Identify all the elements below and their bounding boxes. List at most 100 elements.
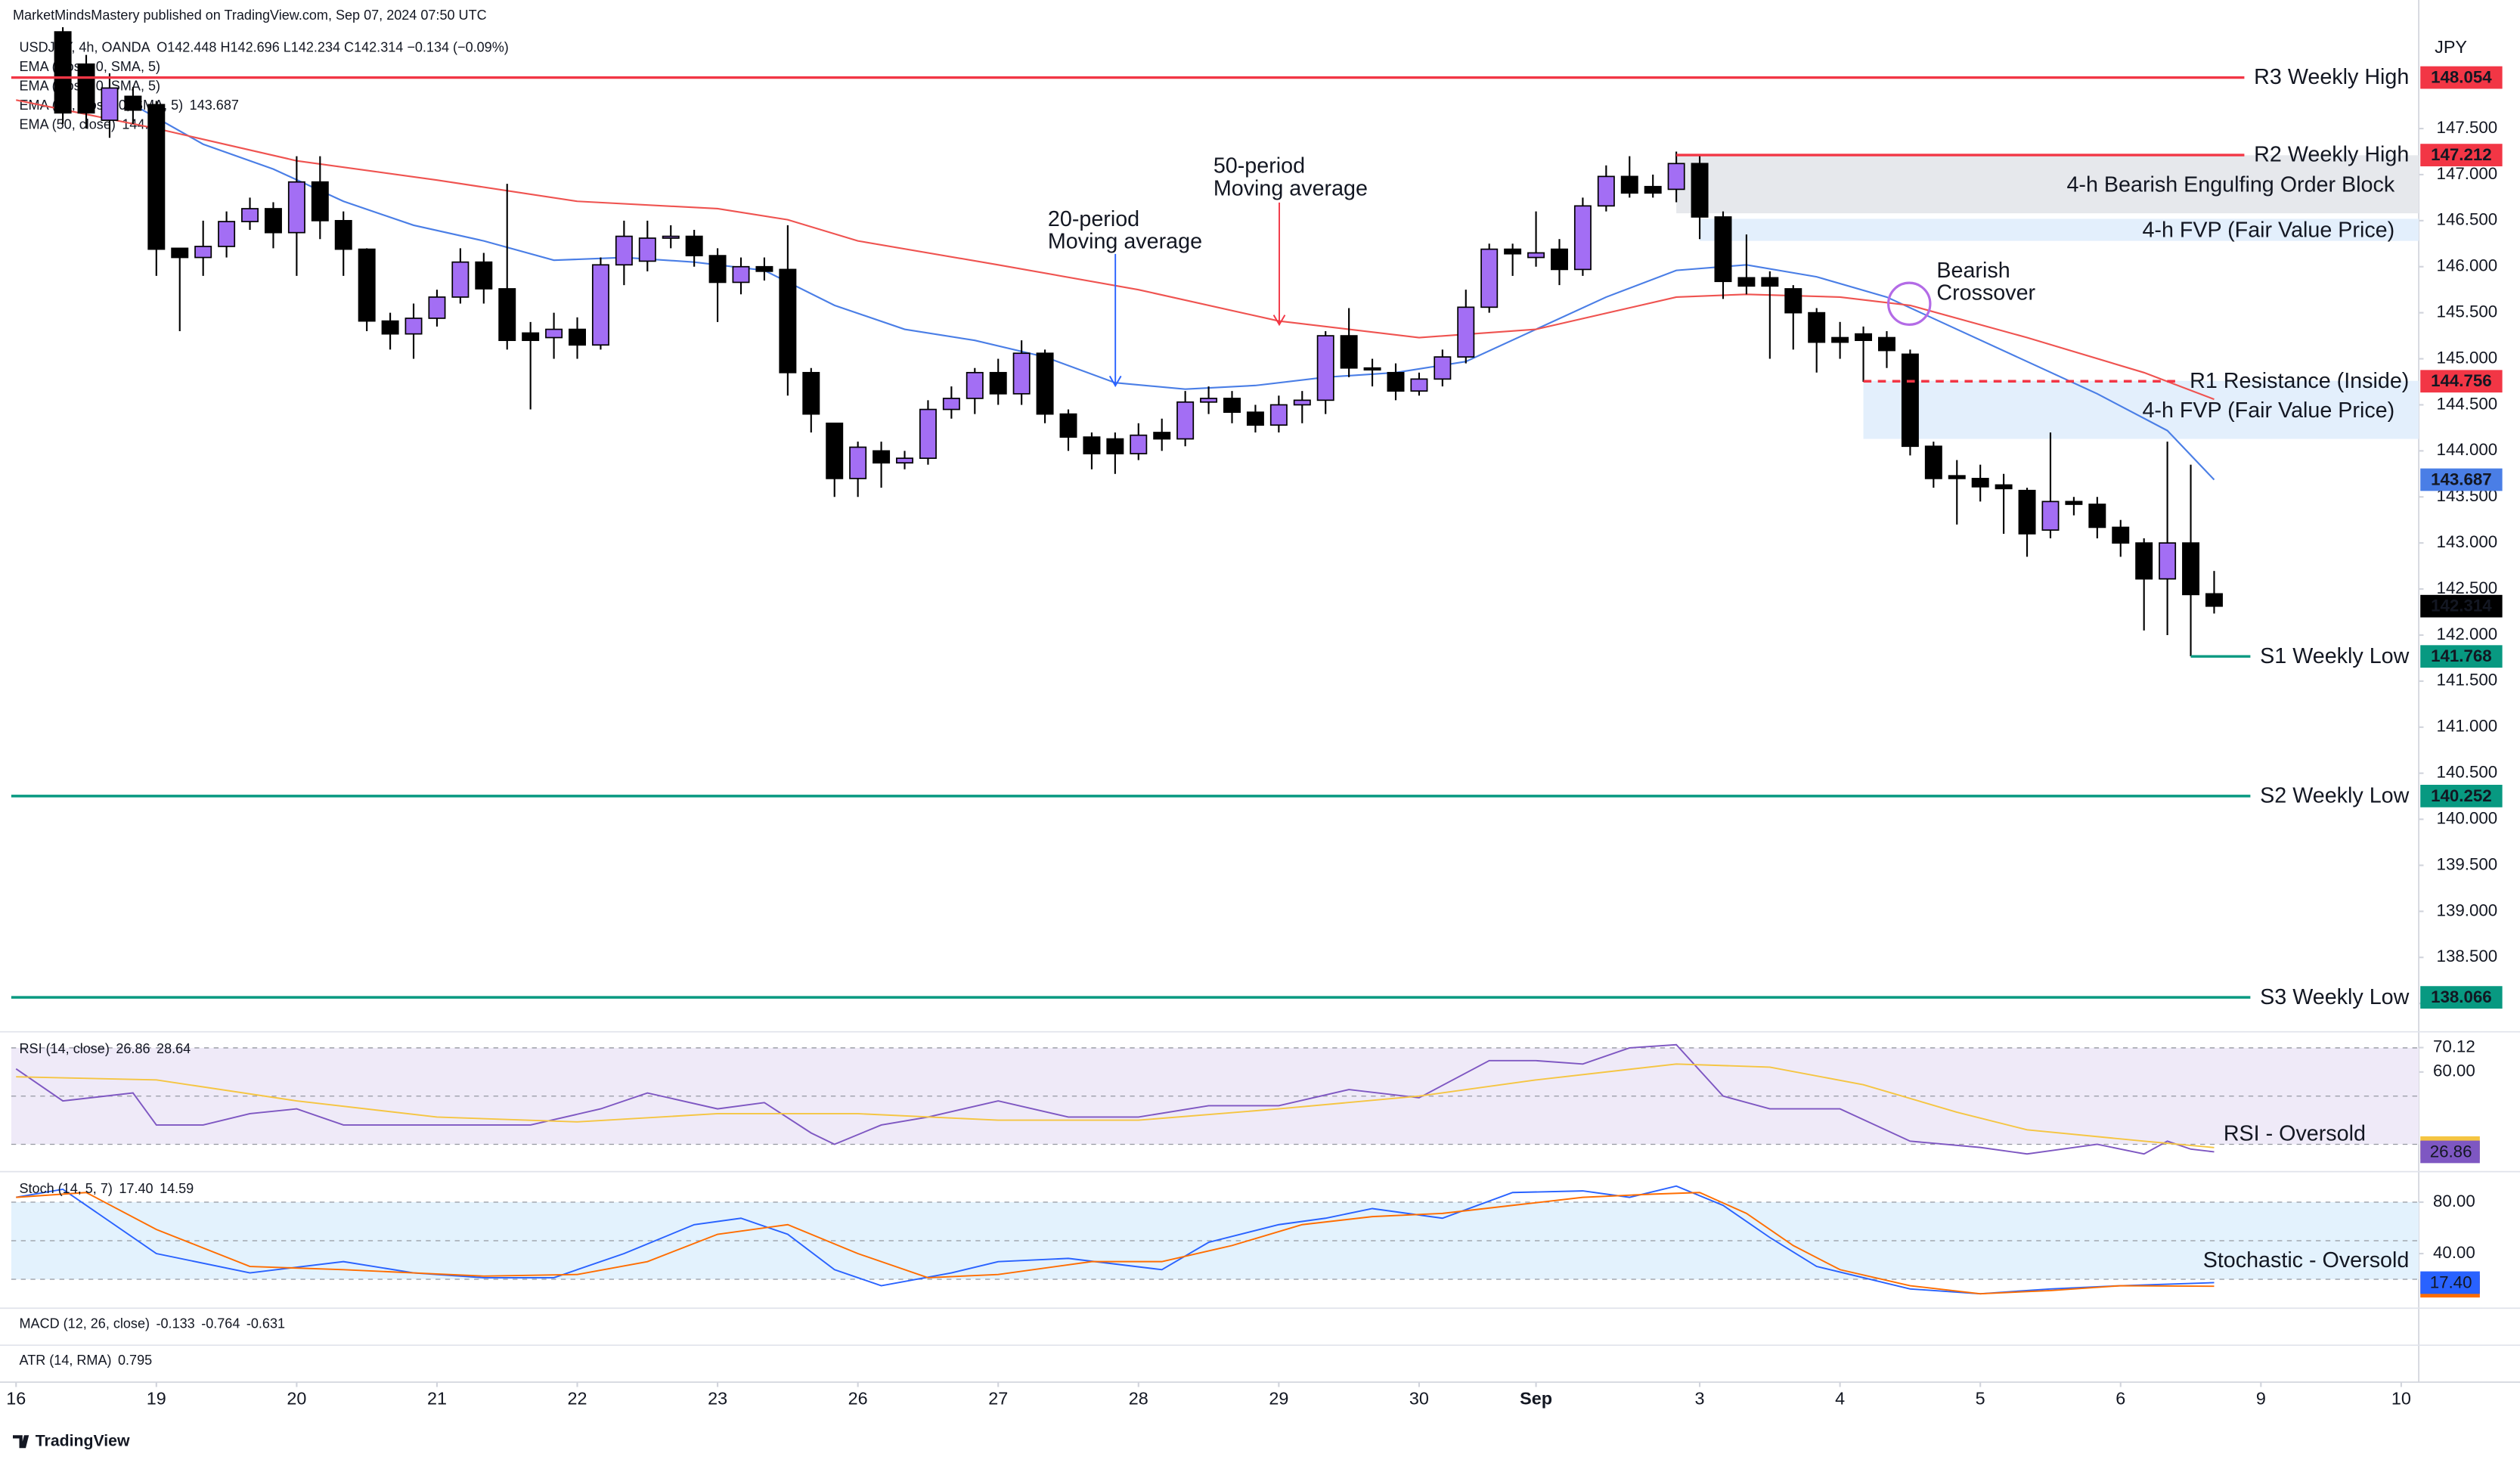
zone-label: 4-h FVP (Fair Value Price) <box>2142 398 2394 423</box>
last-value-box-bg <box>2420 1271 2480 1294</box>
candle-body <box>2205 593 2223 607</box>
annotation-arrowhead <box>1272 315 1286 327</box>
candle-body <box>311 181 329 222</box>
candle-body <box>732 265 750 284</box>
last-price-box <box>2420 594 2503 618</box>
indicator-annotation: RSI - Oversold <box>2224 1121 2366 1145</box>
candle-body <box>1971 478 1989 488</box>
candle-body <box>522 332 540 342</box>
candle-body <box>498 288 516 342</box>
candle-body <box>779 268 797 373</box>
candle-body <box>1504 248 1522 255</box>
level-price-box <box>2420 66 2503 89</box>
level-price-box <box>2420 784 2503 807</box>
candle-body <box>1667 163 1685 191</box>
candle-body <box>1948 475 1966 479</box>
zone-label: 4-h Bearish Engulfing Order Block <box>2066 172 2394 197</box>
candle-body <box>1363 367 1381 371</box>
candle-body <box>194 246 212 259</box>
series-line <box>16 1063 2215 1148</box>
y-tick-label: 145.000 <box>2437 348 2498 367</box>
candle-body <box>662 235 680 239</box>
last-value-label: 26.86 <box>2430 1142 2472 1161</box>
candle-body <box>1924 445 1942 479</box>
annotation-text: Moving average <box>1048 230 1202 254</box>
indicator-title: RSI (14, close) <box>20 1041 110 1056</box>
y-tick-label: 142.500 <box>2437 578 2498 597</box>
level-price-box <box>2420 986 2503 1009</box>
tradingview-logo <box>13 1435 29 1449</box>
ema-price-label: 143.687 <box>2431 470 2492 488</box>
candle-body <box>1106 438 1124 454</box>
candle-body <box>685 235 703 256</box>
candle-body <box>1644 185 1662 194</box>
candle-body <box>1293 399 1311 406</box>
y-tick-label: 70.12 <box>2433 1037 2475 1055</box>
level-label: R1 Resistance (Inside) <box>2190 369 2409 393</box>
candle-body <box>2159 542 2177 580</box>
atr-value: 0.795 <box>118 1353 152 1368</box>
candle-body <box>1457 306 1475 358</box>
ohlc: O142.448 H142.696 L142.234 C142.314 −0.1… <box>157 40 509 55</box>
candle-body <box>171 247 189 259</box>
candle-body <box>405 318 423 335</box>
candle-body <box>241 208 259 222</box>
candle-body <box>638 237 656 262</box>
candle-body <box>1480 248 1499 308</box>
candle-body <box>1387 371 1405 392</box>
candle-body <box>1737 277 1756 287</box>
x-tick-label: 19 <box>147 1389 166 1409</box>
candle-body <box>2088 504 2106 528</box>
level-price-label: 140.252 <box>2431 786 2492 805</box>
candle-body <box>1597 175 1615 207</box>
x-tick-label: 21 <box>427 1389 447 1409</box>
candle-body <box>708 255 727 284</box>
candle-body <box>873 450 891 464</box>
annotation-text: 20-period <box>1048 207 1139 231</box>
y-tick-label: 140.000 <box>2437 808 2498 827</box>
candle-body <box>264 208 282 234</box>
candle-body <box>475 261 493 290</box>
x-tick-label: 28 <box>1129 1389 1148 1409</box>
candle-body <box>1083 436 1101 454</box>
y-tick-label: 141.000 <box>2437 717 2498 736</box>
indicator-value: 14.59 <box>160 1181 194 1196</box>
candle-body <box>1012 352 1031 395</box>
y-tick-label: 40.00 <box>2433 1243 2475 1262</box>
x-tick-label: 29 <box>1269 1389 1288 1409</box>
annotation-text: Moving average <box>1214 176 1368 200</box>
candle-body <box>1246 411 1264 426</box>
y-tick-label: 145.500 <box>2437 302 2498 321</box>
candle-body <box>545 328 563 339</box>
x-tick-label: 27 <box>988 1389 1008 1409</box>
candle-body <box>1176 401 1195 440</box>
candle-body <box>849 446 867 479</box>
candle-body <box>1153 432 1171 440</box>
y-tick-label: 143.000 <box>2437 532 2498 551</box>
candle-body <box>1223 398 1241 414</box>
atr-title: ATR (14, RMA) <box>20 1353 112 1368</box>
x-tick-label: 3 <box>1695 1389 1705 1409</box>
y-tick-label: 146.000 <box>2437 256 2498 275</box>
series-legend-value: 143.687 <box>190 98 239 113</box>
candle-body <box>2018 489 2036 535</box>
candle-body <box>77 63 95 114</box>
x-tick-label: 26 <box>848 1389 868 1409</box>
x-tick-label: 16 <box>6 1389 26 1409</box>
series-line <box>15 1043 2215 1155</box>
candle-body <box>989 371 1007 395</box>
candle-body <box>1269 404 1288 426</box>
series-line <box>132 104 2215 481</box>
candle-body <box>1434 356 1452 380</box>
level-price-label: 147.212 <box>2431 145 2492 164</box>
y-tick-label: 144.500 <box>2437 394 2498 413</box>
x-tick-label: 30 <box>1409 1389 1429 1409</box>
candle-body <box>2041 501 2060 531</box>
zone-label: 4-h FVP (Fair Value Price) <box>2142 219 2394 243</box>
last-value-box: 26.86 <box>2420 1140 2480 1164</box>
level-price-box <box>2420 645 2503 668</box>
candle-body <box>2112 526 2130 544</box>
level-price-box <box>2420 144 2503 166</box>
y-tick-label: 140.500 <box>2437 763 2498 782</box>
